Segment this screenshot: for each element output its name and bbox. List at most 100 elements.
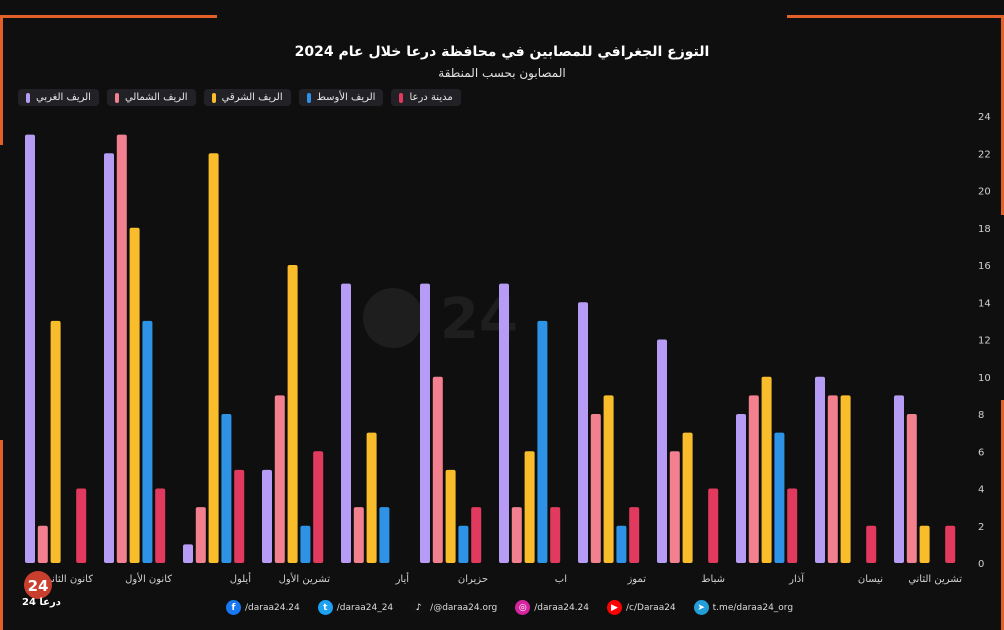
corner-top-left-h — [0, 15, 217, 18]
x-tick-label: آذار — [788, 572, 805, 585]
bar[interactable] — [420, 283, 430, 563]
bar[interactable] — [616, 525, 627, 563]
x-tick-label: اب — [555, 574, 567, 585]
bar[interactable] — [894, 395, 904, 563]
bar[interactable] — [458, 525, 469, 563]
bar[interactable] — [866, 525, 877, 563]
legend-swatch — [114, 92, 119, 103]
bar[interactable] — [578, 302, 588, 563]
bar[interactable] — [471, 507, 482, 563]
bar[interactable] — [499, 283, 509, 563]
bar[interactable] — [682, 432, 693, 563]
bar[interactable] — [313, 451, 324, 563]
legend-label: الريف الأوسط — [316, 92, 376, 103]
bar[interactable] — [669, 451, 680, 563]
bar[interactable] — [919, 525, 930, 563]
y-tick-label: 8 — [978, 410, 984, 421]
bar[interactable] — [827, 395, 838, 563]
bar[interactable] — [155, 488, 166, 564]
youtube-icon: ▶ — [607, 600, 623, 615]
x-tick-label: تشرين الأول — [279, 572, 331, 585]
legend-label: الريف الغربي — [36, 92, 91, 103]
legend-label: مدينة درعا — [409, 92, 453, 103]
bar[interactable] — [142, 320, 153, 563]
bar[interactable] — [234, 469, 245, 563]
x-tick-label: كانون الأول — [125, 572, 172, 585]
logo-text: درعا 24 — [22, 597, 61, 608]
social-handle: /c/Daraa24 — [626, 602, 676, 613]
x-tick-label: تموز — [626, 574, 646, 585]
bar[interactable] — [445, 469, 456, 563]
bar[interactable] — [366, 432, 377, 563]
bar[interactable] — [590, 414, 601, 563]
bar[interactable] — [25, 134, 35, 563]
x-tick-label: كانون الثاني — [44, 574, 94, 585]
chart-title: التوزع الجغرافي للمصابين في محافظة درعا … — [294, 44, 710, 60]
bar[interactable] — [603, 395, 614, 563]
bar[interactable] — [761, 376, 772, 563]
bar[interactable] — [50, 320, 61, 563]
bar[interactable] — [104, 153, 114, 563]
y-tick-label: 14 — [978, 298, 991, 309]
bar[interactable] — [379, 507, 390, 563]
bar[interactable] — [708, 488, 719, 564]
bar[interactable] — [815, 376, 825, 563]
social-link[interactable]: f/daraa24.24 — [226, 600, 300, 615]
legend-swatch — [399, 92, 404, 103]
bar[interactable] — [945, 525, 956, 563]
legend-label: الريف الشمالي — [124, 92, 188, 103]
social-link[interactable]: t/daraa24_24 — [317, 600, 394, 615]
legend-item[interactable]: الريف الشمالي — [106, 89, 196, 106]
bar[interactable] — [840, 395, 851, 563]
bar[interactable] — [76, 488, 87, 564]
logo-circle — [24, 571, 52, 599]
bar[interactable] — [657, 339, 667, 564]
watermark-logo: 24 — [363, 287, 518, 352]
daraa24-logo: 24 — [24, 571, 52, 599]
social-link[interactable]: ➤ t.me/daraa24_org — [693, 600, 793, 615]
social-handle: /daraa24.24 — [534, 602, 590, 613]
bar[interactable] — [787, 488, 798, 564]
bar[interactable] — [524, 451, 535, 563]
bar[interactable] — [537, 320, 548, 563]
bar[interactable] — [341, 283, 351, 563]
bar[interactable] — [37, 525, 48, 563]
bar[interactable] — [511, 507, 522, 563]
bar[interactable] — [736, 414, 746, 563]
legend-item[interactable]: مدينة درعا — [391, 89, 461, 106]
x-tick-label: نيسان — [858, 574, 883, 585]
social-link[interactable]: ◎/daraa24.24 — [515, 600, 589, 615]
x-tick-label: حزيران — [458, 574, 488, 585]
bar[interactable] — [353, 507, 364, 563]
watermark-circle — [363, 288, 423, 348]
legend-item[interactable]: الريف الغربي — [18, 89, 99, 106]
bar[interactable] — [221, 414, 232, 563]
bar[interactable] — [287, 265, 298, 563]
bar[interactable] — [262, 469, 272, 563]
y-tick-label: 10 — [978, 373, 991, 384]
legend-item[interactable]: الريف الأوسط — [298, 89, 384, 106]
chart-legend: الريف الغربي الريف الشمالي الريف الشرقي الر… — [18, 89, 461, 106]
bar[interactable] — [183, 544, 193, 563]
legend-item[interactable]: الريف الشرقي — [203, 89, 291, 106]
bar[interactable] — [129, 227, 140, 563]
bar[interactable] — [629, 507, 640, 563]
bar[interactable] — [774, 432, 785, 563]
social-handle: /daraa24_24 — [336, 602, 394, 613]
x-tick-label: شباط — [701, 574, 725, 585]
legend-swatch — [211, 92, 216, 103]
bar[interactable] — [195, 507, 206, 563]
bar[interactable] — [274, 395, 285, 563]
tiktok-icon: ♪ — [411, 600, 427, 615]
bar[interactable] — [300, 525, 311, 563]
bar[interactable] — [748, 395, 759, 563]
bar[interactable] — [432, 376, 443, 563]
bar[interactable] — [208, 153, 219, 563]
y-tick-label: 4 — [978, 485, 984, 496]
bar[interactable] — [906, 414, 917, 563]
social-link[interactable]: ▶/c/Daraa24 — [607, 600, 676, 615]
social-link[interactable]: ♪/@daraa24.org — [411, 600, 497, 615]
corner-top-right-v — [1001, 15, 1004, 215]
bar[interactable] — [550, 507, 561, 563]
bar[interactable] — [116, 134, 127, 563]
